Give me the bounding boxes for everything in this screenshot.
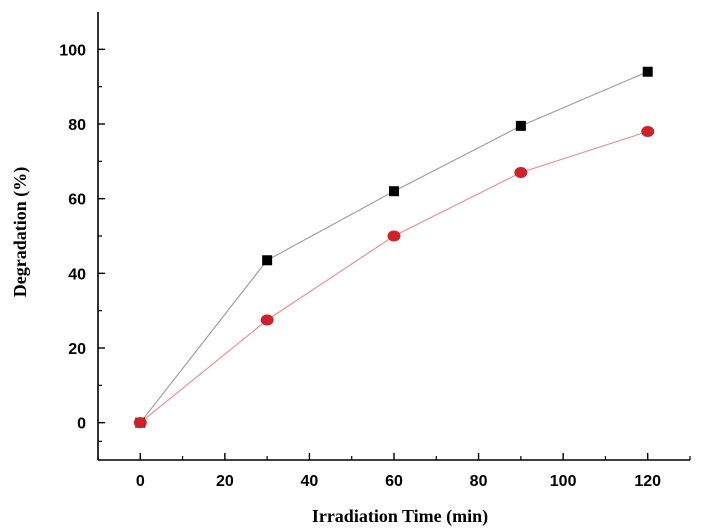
x-axis-title: Irradiation Time (min) [312,506,488,527]
series-1 [135,66,653,428]
y-tick-label: 0 [77,416,86,433]
series-1-point [642,66,653,77]
y-tick-label: 80 [68,117,86,134]
series-2-point [514,167,528,179]
x-tick-label: 120 [634,473,661,490]
series-2-point [260,314,274,326]
y-axis-ticks: 0 20 40 60 80 100 [59,42,105,442]
x-tick-label: 0 [136,473,145,490]
y-tick-label: 100 [59,42,86,59]
y-tick-label: 20 [68,341,86,358]
y-tick-label: 40 [68,266,86,283]
series-1-line [139,71,648,424]
series-1-point [262,255,273,266]
series-2-point [133,417,147,429]
x-axis-ticks: 0 20 40 60 80 100 120 [97,453,691,490]
x-tick-label: 60 [385,473,403,490]
series-2 [133,125,655,429]
x-tick-label: 40 [301,473,319,490]
series-2-point [387,230,401,242]
series-layer [133,66,655,429]
series-2-point [641,125,655,137]
x-tick-label: 100 [550,473,577,490]
y-axis-title: Degradation (%) [10,167,31,297]
x-tick-label: 80 [470,473,488,490]
series-1-point [389,186,399,197]
series-1-point [515,120,526,131]
series-2-line [139,130,648,424]
x-tick-label: 20 [216,473,234,490]
y-tick-label: 60 [68,192,86,209]
